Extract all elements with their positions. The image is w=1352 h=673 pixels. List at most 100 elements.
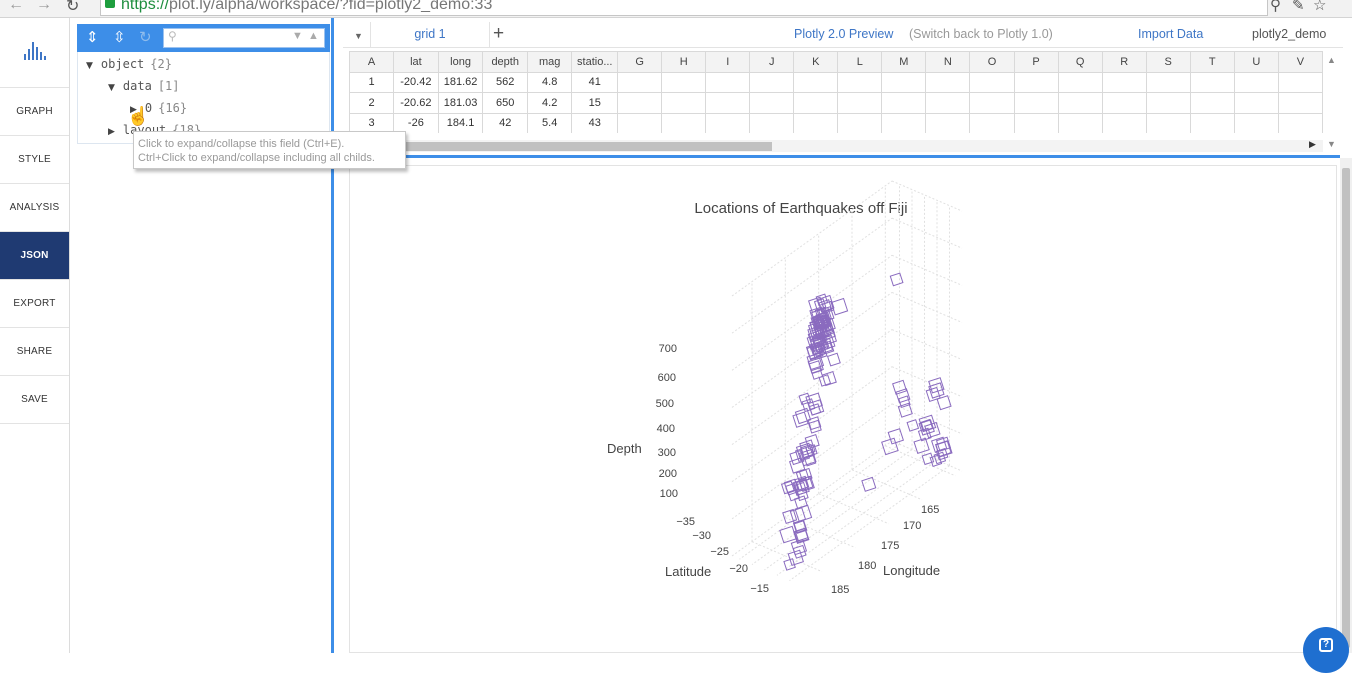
data-point[interactable] bbox=[898, 395, 911, 409]
row-number-cell[interactable]: 3 bbox=[349, 112, 395, 133]
back-arrow-icon[interactable]: ← bbox=[8, 0, 24, 13]
column-header[interactable]: T bbox=[1189, 51, 1235, 73]
data-point[interactable] bbox=[808, 360, 823, 375]
undo-icon[interactable]: ↻ bbox=[139, 29, 152, 46]
column-header[interactable]: A bbox=[349, 51, 395, 73]
grid-cell[interactable] bbox=[749, 92, 795, 114]
data-point[interactable] bbox=[931, 436, 948, 453]
column-header[interactable]: Q bbox=[1057, 51, 1103, 73]
column-header[interactable]: N bbox=[925, 51, 971, 73]
data-point[interactable] bbox=[809, 340, 825, 356]
column-header[interactable]: I bbox=[705, 51, 751, 73]
grid-cell[interactable]: 4.2 bbox=[526, 92, 573, 114]
grid-cell[interactable] bbox=[1277, 112, 1323, 133]
grid-cell[interactable] bbox=[749, 112, 795, 133]
grid-cell[interactable] bbox=[1189, 92, 1235, 114]
data-point[interactable] bbox=[787, 549, 804, 566]
column-header[interactable]: M bbox=[881, 51, 927, 73]
grid-cell[interactable] bbox=[617, 112, 663, 133]
data-point[interactable] bbox=[861, 476, 877, 492]
scrollbar-thumb[interactable] bbox=[1342, 168, 1350, 648]
data-point[interactable] bbox=[918, 414, 937, 433]
grid-cell[interactable] bbox=[1101, 92, 1147, 114]
data-point[interactable] bbox=[826, 352, 841, 367]
grid-cell[interactable] bbox=[837, 71, 883, 93]
grid-cell[interactable]: 15 bbox=[571, 92, 619, 114]
data-point[interactable] bbox=[794, 446, 811, 463]
data-point[interactable] bbox=[818, 374, 832, 387]
data-point[interactable] bbox=[821, 322, 835, 337]
address-bar[interactable]: https://plot.ly/alpha/workspace/?fid=plo… bbox=[100, 0, 1268, 16]
page-vertical-scrollbar[interactable] bbox=[1340, 158, 1352, 653]
scatter3d-chart[interactable]: Locations of Earthquakes off Fiji 100 200… bbox=[350, 166, 1337, 653]
data-point[interactable] bbox=[814, 311, 833, 330]
data-point[interactable] bbox=[810, 367, 824, 380]
grid-cell[interactable] bbox=[617, 92, 663, 114]
data-point[interactable] bbox=[906, 419, 920, 432]
expanded-triangle-icon[interactable]: ▼ bbox=[86, 61, 93, 71]
grid-horizontal-scrollbar[interactable]: ◀ ▶ bbox=[349, 139, 1323, 152]
column-header[interactable]: H bbox=[661, 51, 707, 73]
grid-cell[interactable] bbox=[1101, 112, 1147, 133]
nav-export[interactable]: EXPORT bbox=[0, 280, 69, 328]
column-header[interactable]: S bbox=[1145, 51, 1191, 73]
grid-cell[interactable] bbox=[1233, 92, 1279, 114]
grid-cell[interactable]: -20.42 bbox=[393, 71, 439, 93]
help-button[interactable]: ? bbox=[1303, 627, 1349, 673]
add-grid-tab-button[interactable]: + bbox=[493, 23, 505, 44]
grid-cell[interactable] bbox=[1233, 71, 1279, 93]
grid-cell[interactable]: -26 bbox=[393, 112, 439, 133]
grid-cell[interactable] bbox=[705, 71, 751, 93]
grid-cell[interactable] bbox=[1145, 112, 1191, 133]
data-point[interactable] bbox=[895, 388, 911, 404]
data-point[interactable] bbox=[889, 272, 904, 287]
data-point[interactable] bbox=[887, 428, 904, 445]
grid-cell[interactable] bbox=[1189, 112, 1235, 133]
nav-save[interactable]: SAVE bbox=[0, 376, 69, 424]
data-point[interactable] bbox=[897, 402, 913, 418]
bookmark-star-icon[interactable]: ☆ bbox=[1313, 0, 1327, 14]
scrollbar-thumb[interactable] bbox=[367, 142, 772, 151]
column-header[interactable]: lat bbox=[393, 51, 439, 73]
grid-cell[interactable]: 562 bbox=[482, 71, 528, 93]
search-previous-icon[interactable]: ▲ bbox=[308, 30, 319, 42]
nav-style[interactable]: STYLE bbox=[0, 136, 69, 184]
column-header[interactable]: O bbox=[969, 51, 1015, 73]
data-point[interactable] bbox=[818, 306, 835, 323]
data-point[interactable] bbox=[929, 454, 943, 468]
tree-node-data[interactable]: ▼ data [1] bbox=[108, 79, 180, 93]
data-point[interactable] bbox=[793, 520, 808, 534]
collapse-all-icon[interactable]: ⇳ bbox=[113, 29, 126, 46]
data-point[interactable] bbox=[804, 434, 820, 450]
grid-cell[interactable] bbox=[1057, 71, 1103, 93]
grid-cell[interactable] bbox=[705, 92, 751, 114]
data-point[interactable] bbox=[798, 475, 814, 491]
data-point[interactable] bbox=[881, 437, 899, 456]
zoom-icon[interactable]: ⚲ bbox=[1270, 0, 1281, 14]
search-next-icon[interactable]: ▼ bbox=[292, 30, 303, 42]
column-header[interactable]: statio... bbox=[571, 51, 619, 73]
import-data-link[interactable]: Import Data bbox=[1138, 27, 1204, 41]
user-menu[interactable]: plotly2_demo bbox=[1252, 27, 1327, 41]
scroll-up-icon[interactable]: ▲ bbox=[1327, 55, 1336, 65]
grid-vertical-scrollbar[interactable]: ▲ ▼ bbox=[1325, 51, 1339, 151]
column-header[interactable]: L bbox=[837, 51, 883, 73]
data-point[interactable] bbox=[913, 437, 930, 454]
data-point[interactable] bbox=[817, 313, 831, 328]
grid-cell[interactable] bbox=[749, 71, 795, 93]
grid-cell[interactable] bbox=[969, 71, 1015, 93]
grid-cell[interactable] bbox=[969, 112, 1015, 133]
grid-cell[interactable] bbox=[1057, 92, 1103, 114]
grid-cell[interactable] bbox=[1145, 71, 1191, 93]
grid-cell[interactable] bbox=[661, 112, 707, 133]
grid-cell[interactable] bbox=[925, 71, 971, 93]
data-point[interactable] bbox=[807, 419, 822, 434]
plotly-2-preview-link[interactable]: Plotly 2.0 Preview bbox=[794, 27, 894, 41]
data-point[interactable] bbox=[780, 480, 795, 495]
grid-cell[interactable] bbox=[1277, 92, 1323, 114]
row-number-cell[interactable]: 1 bbox=[349, 71, 395, 93]
expand-all-icon[interactable]: ⇕ bbox=[86, 29, 99, 46]
data-point[interactable] bbox=[792, 411, 809, 428]
grid-cell[interactable] bbox=[661, 71, 707, 93]
data-point[interactable] bbox=[936, 395, 952, 411]
